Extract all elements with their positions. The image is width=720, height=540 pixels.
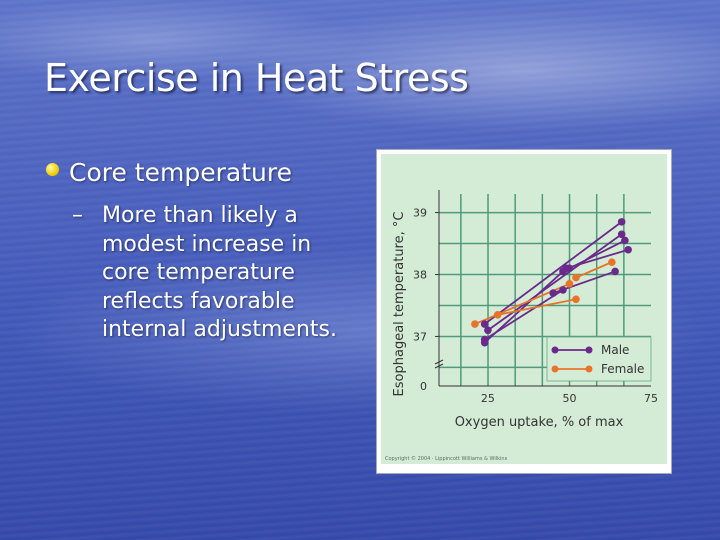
data-point-male (621, 236, 629, 245)
chart-series (474, 221, 629, 344)
series-line-male (487, 233, 623, 331)
data-point-female (608, 258, 616, 266)
data-point-male (565, 264, 574, 273)
data-point-male (559, 286, 567, 294)
data-point-male (611, 267, 619, 276)
data-point-female (572, 273, 580, 282)
data-point-male (480, 338, 489, 347)
copyright-text: Copyright © 2004 · Lippincott Williams &… (385, 456, 508, 462)
x-tick-label: 25 (481, 392, 495, 405)
series-line-female (575, 261, 613, 279)
bullet-core-temperature: Core temperature (46, 158, 292, 187)
y-tick-label: 38 (413, 269, 427, 282)
legend-marker-male (551, 346, 559, 354)
bullet-dot-icon (46, 163, 59, 176)
legend-box (546, 336, 652, 382)
y-axis-break-icon (434, 359, 444, 369)
sub-bullet-text: More than likely a modest increase in co… (102, 203, 337, 342)
data-point-female (471, 320, 479, 328)
y-tick-label: 37 (413, 330, 427, 343)
data-point-male (617, 230, 626, 239)
bullet-1-text: Core temperature (69, 158, 292, 187)
figure-frame: 37 38 39 0 25 50 75 Male Female Esophageal temp… (376, 149, 672, 474)
data-point-male (617, 218, 626, 226)
dash-icon: – (72, 203, 83, 228)
data-point-female (493, 310, 502, 319)
data-point-female (572, 295, 580, 304)
chart-grid (439, 194, 651, 386)
legend-label-male: Male (601, 343, 629, 357)
legend-marker-male (585, 346, 593, 354)
x-axis-label: Oxygen uptake, % of max (455, 415, 624, 430)
sub-bullet: – More than likely a modest increase in … (72, 202, 362, 345)
y-axis-label: Esophageal temperature, °C (392, 212, 407, 397)
series-line-male (569, 239, 626, 270)
chart-points (471, 218, 632, 347)
slide-title: Exercise in Heat Stress (44, 56, 469, 100)
data-point-male (549, 289, 557, 297)
series-line-female (497, 298, 577, 316)
data-point-female (565, 280, 574, 288)
data-point-male (480, 320, 489, 328)
chart-legend: Male Female (546, 336, 652, 382)
legend-label-female: Female (601, 362, 644, 376)
series-line-male (484, 270, 564, 344)
y-tick-label-zero: 0 (420, 380, 427, 393)
series-line-male (484, 221, 623, 325)
figure-panel: 37 38 39 0 25 50 75 Male Female Esophageal temp… (381, 154, 667, 464)
x-tick-label: 50 (562, 392, 576, 405)
legend-marker-female (585, 365, 593, 373)
x-tick-label: 75 (644, 392, 658, 405)
legend-marker-female (551, 365, 559, 373)
data-point-male (484, 326, 492, 335)
chart: 37 38 39 0 25 50 75 Male Female Esophageal temp… (392, 190, 658, 430)
y-tick-label: 39 (413, 207, 427, 220)
chart-axes: 37 38 39 0 25 50 75 (413, 190, 658, 405)
data-point-male (624, 245, 632, 254)
